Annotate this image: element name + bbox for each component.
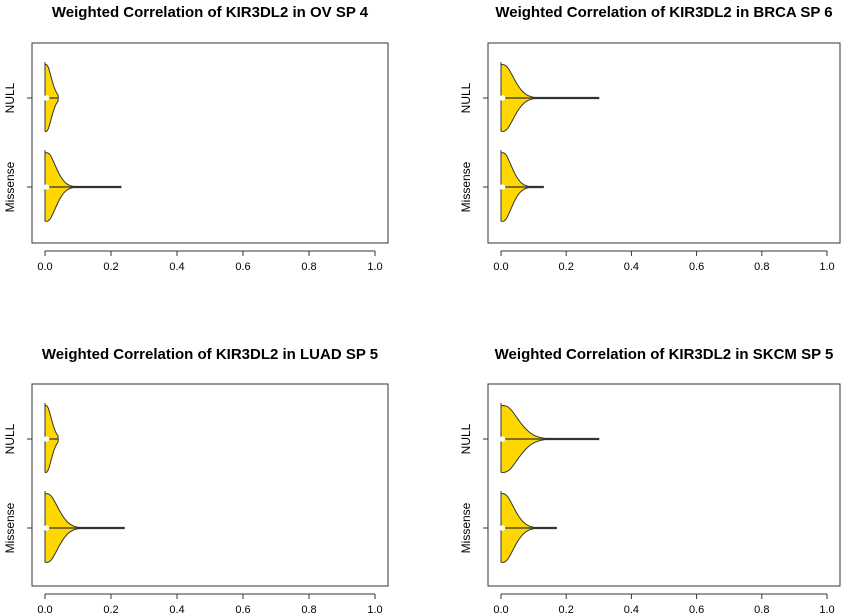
x-tick-label: 0.6: [235, 261, 250, 273]
category-label: NULL: [459, 423, 473, 454]
violin-missense: [500, 150, 544, 222]
x-tick-label: 1.0: [367, 604, 382, 616]
chart-title: Weighted Correlation of KIR3DL2 in BRCA …: [495, 4, 832, 21]
x-tick-label: 0.6: [689, 261, 704, 273]
chart-panel-1: Weighted Correlation of KIR3DL2 in OV SP…: [3, 4, 389, 273]
x-tick-label: 0.0: [493, 604, 508, 616]
violin-null: [500, 403, 600, 473]
category-label: NULL: [459, 82, 473, 113]
x-tick-label: 0.2: [559, 604, 574, 616]
category-label: NULL: [3, 423, 17, 454]
x-tick-label: 0.4: [624, 261, 639, 273]
plot-frame: [487, 383, 841, 587]
x-tick-label: 0.0: [37, 261, 52, 273]
chart-panel-2: Weighted Correlation of KIR3DL2 in BRCA …: [459, 4, 841, 273]
median-point-null: [499, 95, 506, 101]
x-tick-label: 0.6: [689, 604, 704, 616]
chart-title: Weighted Correlation of KIR3DL2 in SKCM …: [495, 346, 834, 363]
median-point-null: [499, 436, 506, 442]
median-point-missense: [499, 525, 506, 531]
x-tick-label: 0.0: [37, 604, 52, 616]
x-tick-label: 1.0: [367, 261, 382, 273]
plot-frame: [31, 42, 389, 244]
violin-missense: [500, 491, 557, 563]
x-tick-label: 0.2: [103, 604, 118, 616]
x-tick-label: 0.6: [235, 604, 250, 616]
median-point-null: [43, 436, 50, 442]
x-tick-label: 1.0: [819, 604, 834, 616]
category-label: Missense: [3, 502, 17, 553]
x-tick-label: 0.0: [493, 261, 508, 273]
violin-missense: [44, 491, 125, 563]
x-tick-label: 0.8: [301, 604, 316, 616]
x-tick-label: 0.2: [559, 261, 574, 273]
x-tick-label: 1.0: [819, 261, 834, 273]
chart-title: Weighted Correlation of KIR3DL2 in LUAD …: [42, 346, 378, 363]
median-point-missense: [499, 184, 506, 190]
x-tick-label: 0.8: [301, 261, 316, 273]
x-tick-label: 0.8: [754, 261, 769, 273]
plot-frame: [487, 42, 841, 244]
chart-title: Weighted Correlation of KIR3DL2 in OV SP…: [52, 4, 369, 21]
category-label: Missense: [459, 161, 473, 212]
violin-missense: [44, 150, 122, 222]
plot-frame: [31, 383, 389, 587]
median-point-null: [43, 95, 50, 101]
violin-null: [500, 62, 600, 132]
x-tick-label: 0.4: [169, 604, 184, 616]
category-label: NULL: [3, 82, 17, 113]
category-label: Missense: [459, 502, 473, 553]
chart-panel-4: Weighted Correlation of KIR3DL2 in SKCM …: [459, 346, 841, 616]
x-tick-label: 0.4: [169, 261, 184, 273]
median-point-missense: [43, 525, 50, 531]
x-tick-label: 0.4: [624, 604, 639, 616]
x-tick-label: 0.8: [754, 604, 769, 616]
x-tick-label: 0.2: [103, 261, 118, 273]
median-point-missense: [43, 184, 50, 190]
category-label: Missense: [3, 161, 17, 212]
chart-panel-3: Weighted Correlation of KIR3DL2 in LUAD …: [3, 346, 389, 616]
